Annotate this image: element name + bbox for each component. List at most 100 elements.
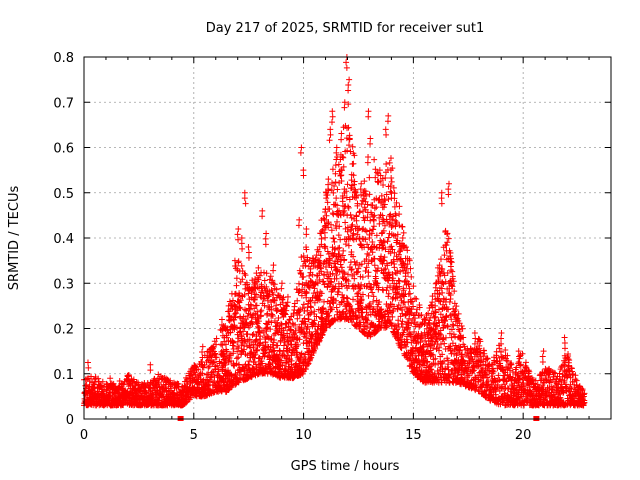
data-point — [384, 238, 391, 245]
data-point — [437, 256, 444, 263]
data-point — [281, 339, 288, 346]
data-point — [233, 282, 240, 289]
y-tick-label: 0.6 — [53, 142, 74, 157]
data-point — [346, 132, 353, 139]
spike-point — [296, 216, 303, 223]
data-points — [81, 54, 588, 421]
data-point — [282, 324, 289, 331]
data-point — [255, 264, 262, 271]
spike-point — [326, 137, 333, 144]
data-point — [372, 166, 379, 173]
data-point — [235, 345, 242, 352]
spike-point — [297, 149, 304, 156]
data-point — [262, 349, 269, 356]
data-point — [256, 272, 263, 279]
spike-point — [333, 144, 340, 151]
plot-frame — [83, 56, 612, 420]
data-point — [255, 276, 262, 283]
data-point — [345, 242, 352, 249]
data-point — [294, 341, 301, 348]
data-point — [255, 318, 262, 325]
data-point — [124, 376, 131, 383]
spike-point — [303, 231, 310, 238]
data-point — [271, 336, 278, 343]
data-point — [262, 339, 269, 346]
data-point — [286, 316, 293, 323]
spike-point — [262, 241, 269, 248]
data-point — [227, 329, 234, 336]
data-point — [294, 315, 301, 322]
data-point — [364, 250, 371, 257]
data-point — [252, 351, 259, 358]
data-point — [371, 262, 378, 269]
data-point — [244, 331, 251, 338]
data-point — [326, 205, 333, 212]
data-point — [573, 377, 580, 384]
data-point — [333, 195, 340, 202]
spike-point — [270, 267, 277, 274]
spike-point — [365, 113, 372, 120]
data-point — [338, 136, 345, 143]
data-point — [296, 336, 303, 343]
grid-lines — [84, 57, 611, 419]
spike-point — [241, 189, 248, 196]
data-point — [265, 318, 272, 325]
data-point — [205, 364, 212, 371]
data-point — [82, 382, 89, 389]
spike-point — [323, 195, 330, 202]
spike-point — [562, 345, 569, 352]
data-point — [305, 283, 312, 290]
data-point — [383, 161, 390, 168]
data-point — [294, 297, 301, 304]
data-point — [302, 334, 309, 341]
data-point — [344, 181, 351, 188]
spike-point — [295, 222, 302, 229]
x-tick-label: 0 — [80, 428, 88, 443]
spike-point — [385, 112, 392, 119]
data-point — [445, 366, 452, 373]
data-point — [309, 271, 316, 278]
spike-point — [84, 359, 91, 366]
spike-point — [325, 181, 332, 188]
data-point — [400, 229, 407, 236]
data-point — [261, 277, 268, 284]
data-point — [303, 246, 310, 253]
x-tick-label: 20 — [515, 428, 532, 443]
y-tick-label: 0.4 — [53, 232, 74, 247]
data-point — [371, 156, 378, 163]
y-axis-label: SRMTID / TECUs — [7, 186, 22, 291]
data-point — [219, 342, 226, 349]
data-point — [232, 303, 239, 310]
data-point — [257, 339, 264, 346]
spike-point — [345, 82, 352, 89]
data-point — [370, 226, 377, 233]
data-point — [331, 238, 338, 245]
spike-point — [218, 316, 225, 323]
spike-point — [346, 76, 353, 83]
spike-point — [262, 235, 269, 242]
data-point — [211, 358, 218, 365]
data-point — [295, 280, 302, 287]
spike-point — [239, 245, 246, 252]
spike-point — [278, 280, 285, 287]
spike-point — [445, 180, 452, 187]
data-point — [268, 319, 275, 326]
spike-point — [241, 195, 248, 202]
data-point — [297, 351, 304, 358]
data-point — [299, 304, 306, 311]
data-point — [413, 295, 420, 302]
data-point — [256, 354, 263, 361]
data-point — [129, 379, 136, 386]
data-point — [211, 373, 218, 380]
data-point — [308, 309, 315, 316]
spike-point — [498, 335, 505, 342]
data-point — [375, 179, 382, 186]
spike-point — [438, 195, 445, 202]
data-point — [257, 333, 264, 340]
data-point — [305, 316, 312, 323]
data-point — [397, 247, 404, 254]
data-point — [306, 284, 313, 291]
data-point — [229, 305, 236, 312]
data-point — [268, 287, 275, 294]
